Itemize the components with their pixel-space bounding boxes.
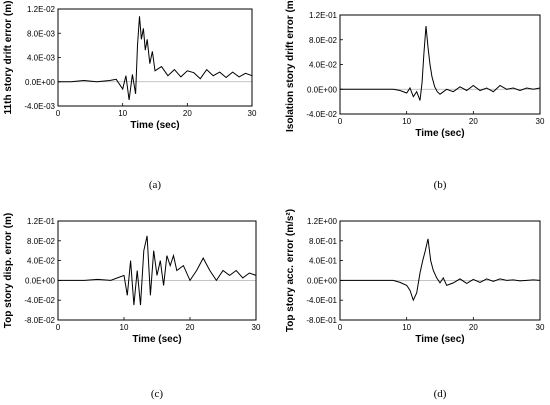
series-line [340,238,541,302]
x-tick-label: 30 [252,323,261,332]
x-axis-label: Time (sec) [132,334,181,345]
y-tick-label: 0.0E+00 [307,276,338,285]
y-tick-label: 0.0E+00 [25,78,56,87]
x-tick-label: 0 [338,323,343,332]
x-tick-label: 10 [120,323,129,332]
y-tick-label: -4.0E-01 [306,296,337,305]
series-line [340,26,541,101]
y-tick-label: 1.2E-02 [27,5,56,14]
x-tick-label: 10 [402,117,411,126]
x-tick-label: 0 [56,323,61,332]
y-tick-label: 4.0E-01 [309,257,338,266]
panel-caption: (b) [434,179,447,191]
y-tick-label: 4.0E-03 [27,54,56,63]
x-tick-label: 10 [402,323,411,332]
x-tick-label: 20 [186,323,195,332]
y-tick-label: 8.0E-01 [309,237,338,246]
x-tick-label: 0 [56,109,61,118]
x-axis-label: Time (sec) [130,120,179,131]
y-tick-label: -8.0E-01 [306,316,337,325]
chart-panel-4: -8.0E-01 -4.0E-01 0.0E+00 4.0E-01 8.0E-01 1.2… [285,209,545,400]
x-tick-label: 30 [536,117,545,126]
y-tick-label: 0.0E+00 [307,85,338,94]
plot-frame [339,220,541,321]
y-tick-label: 4.0E-02 [27,257,56,266]
plot-frame [57,220,257,321]
panel-caption: (d) [434,388,447,400]
x-tick-label: 30 [536,323,545,332]
panel-caption: (a) [149,179,162,191]
y-tick-label: -4.0E-02 [306,110,337,119]
y-tick-label: 1.2E+00 [307,217,338,226]
y-tick-label: -8.0E-02 [24,316,55,325]
y-tick-label: 4.0E-02 [309,61,338,70]
y-tick-label: -4.0E-02 [24,296,55,305]
plot-frame [57,8,253,107]
chart-panel-2: -4.0E-02 0.0E+00 4.0E-02 8.0E-02 1.2E-01 0 10 2… [285,0,545,191]
chart-panel-3: -8.0E-02 -4.0E-02 0.0E+00 4.0E-02 8.0E-02 1.2… [3,213,261,400]
plot-frame [339,14,541,115]
panel-caption: (c) [151,388,164,400]
x-tick-label: 10 [118,109,127,118]
y-axis-label: Top story acc. error (m/s²) [285,209,296,332]
y-tick-label: 1.2E-01 [27,217,56,226]
y-axis-label: Top story disp. error (m) [3,213,14,328]
y-tick-label: 1.2E-01 [309,11,338,20]
x-tick-label: 20 [469,323,478,332]
x-tick-label: 30 [248,109,257,118]
series-line [58,235,257,306]
chart-panel-1: -4.0E-03 0.0E+00 4.0E-03 8.0E-03 1.2E-02 0 10 2… [3,1,257,191]
series-line [58,16,253,100]
y-tick-label: 8.0E-03 [27,29,56,38]
y-axis-label: Isolation story drift error (m) [285,0,296,132]
x-tick-label: 20 [183,109,192,118]
x-tick-label: 0 [338,117,343,126]
x-axis-label: Time (sec) [415,128,464,139]
x-axis-label: Time (sec) [415,334,464,345]
x-tick-label: 20 [469,117,478,126]
y-axis-label: 11th story drift error (m) [3,1,14,115]
y-tick-label: 0.0E+00 [25,276,56,285]
y-tick-label: 8.0E-02 [27,237,56,246]
y-tick-label: -4.0E-03 [24,102,55,111]
y-tick-label: 8.0E-02 [309,36,338,45]
